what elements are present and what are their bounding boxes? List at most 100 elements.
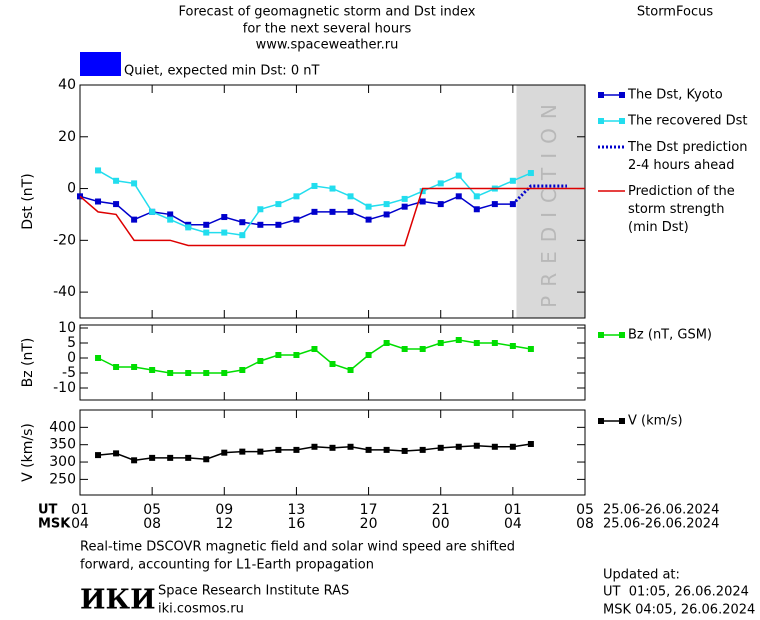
date-range: 25.06-26.06.2024 — [603, 503, 719, 518]
x2-tick-label: 00 — [432, 516, 450, 532]
legend-marker — [598, 92, 604, 98]
y-tick-label: 350 — [49, 437, 76, 453]
series-line — [79, 187, 585, 247]
x-tick-label: 09 — [215, 502, 233, 518]
legend-label: The recovered Dst — [627, 114, 747, 129]
y-axis-label: V (km/s) — [20, 423, 36, 482]
data-point — [95, 355, 102, 361]
x2-tick-label: 08 — [143, 516, 161, 532]
data-point — [455, 337, 462, 343]
data-point — [293, 193, 300, 200]
data-point — [329, 185, 336, 192]
data-point — [257, 206, 264, 213]
x-tick-label: 13 — [288, 502, 306, 518]
data-point — [221, 370, 228, 376]
x2-label: MSK — [38, 517, 71, 532]
x-tick-label: 01 — [504, 502, 522, 518]
x2-tick-label: 20 — [360, 516, 378, 532]
data-point — [95, 198, 102, 205]
data-point — [167, 216, 174, 223]
data-point — [491, 340, 498, 346]
site: iki.cosmos.ru — [158, 602, 244, 617]
data-point — [221, 214, 228, 221]
y-tick-label: 250 — [49, 471, 76, 487]
data-point — [95, 452, 102, 459]
x-label: UT — [38, 503, 58, 518]
data-point — [275, 201, 282, 208]
data-point — [113, 201, 120, 208]
data-point — [365, 216, 372, 223]
data-point — [203, 370, 210, 376]
y-tick-label: 20 — [58, 129, 76, 145]
data-point — [419, 346, 426, 352]
data-point — [113, 450, 120, 457]
data-point — [509, 443, 516, 450]
data-point — [131, 216, 138, 223]
y-tick-label: 0 — [67, 181, 76, 197]
y-axis-label: Dst (nT) — [20, 173, 36, 229]
x-tick-label: 17 — [360, 502, 378, 518]
data-point — [383, 340, 390, 346]
x2-tick-label: 12 — [215, 516, 233, 532]
footer-note: Real-time DSCOVR magnetic field and sola… — [80, 540, 515, 555]
plot-frame — [79, 409, 586, 496]
data-point — [437, 340, 444, 346]
legend-marker — [598, 118, 604, 124]
data-point — [311, 208, 318, 215]
data-point — [167, 211, 174, 218]
legend-marker — [619, 332, 625, 338]
data-point — [131, 457, 138, 464]
x2-tick-label: 16 — [288, 516, 306, 532]
data-point — [329, 444, 336, 451]
data-point — [239, 232, 246, 239]
logo: ИКИ — [80, 585, 156, 616]
y-tick-label: -10 — [53, 380, 76, 396]
data-point — [239, 219, 246, 226]
data-point — [347, 193, 354, 200]
data-point — [149, 208, 156, 215]
data-point — [167, 454, 174, 461]
data-point — [131, 180, 138, 187]
series-line — [511, 184, 567, 206]
y-tick-label: 5 — [67, 335, 76, 351]
data-point — [149, 454, 156, 461]
plot-frame — [79, 84, 586, 319]
legend-marker — [598, 332, 604, 338]
legend-label: Bz (nT, GSM) — [628, 328, 712, 343]
data-point — [509, 177, 516, 184]
data-point — [509, 343, 516, 349]
data-point — [275, 446, 282, 453]
legend-marker — [598, 418, 604, 424]
plot-frame — [79, 324, 586, 401]
y-tick-label: -5 — [62, 365, 76, 381]
data-point — [311, 182, 318, 189]
data-point — [473, 340, 480, 346]
updated-label: Updated at: — [603, 568, 680, 583]
legend-label: Prediction of the storm strength (min Dst) — [628, 184, 735, 235]
date-range: 25.06-26.06.2024 — [603, 517, 719, 532]
y-tick-label: -40 — [53, 284, 76, 300]
x-tick-label: 21 — [432, 502, 450, 518]
data-point — [257, 448, 264, 455]
data-point — [419, 188, 426, 195]
x2-tick-label: 04 — [71, 516, 89, 532]
data-point — [419, 198, 426, 205]
legend-marker — [619, 92, 625, 98]
data-point — [401, 203, 408, 210]
legend-label: The Dst prediction 2-4 hours ahead — [627, 140, 748, 173]
data-point — [257, 358, 264, 364]
legend-label: The Dst, Kyoto — [627, 88, 723, 103]
data-point — [293, 216, 300, 223]
data-point — [221, 449, 228, 456]
data-point — [365, 446, 372, 453]
data-point — [419, 446, 426, 453]
data-point — [527, 170, 534, 177]
data-point — [455, 172, 462, 179]
legend-marker — [619, 418, 625, 424]
data-point — [473, 442, 480, 449]
data-point — [329, 361, 336, 367]
data-point — [203, 229, 210, 236]
data-point — [383, 446, 390, 453]
legend-marker — [619, 118, 625, 124]
